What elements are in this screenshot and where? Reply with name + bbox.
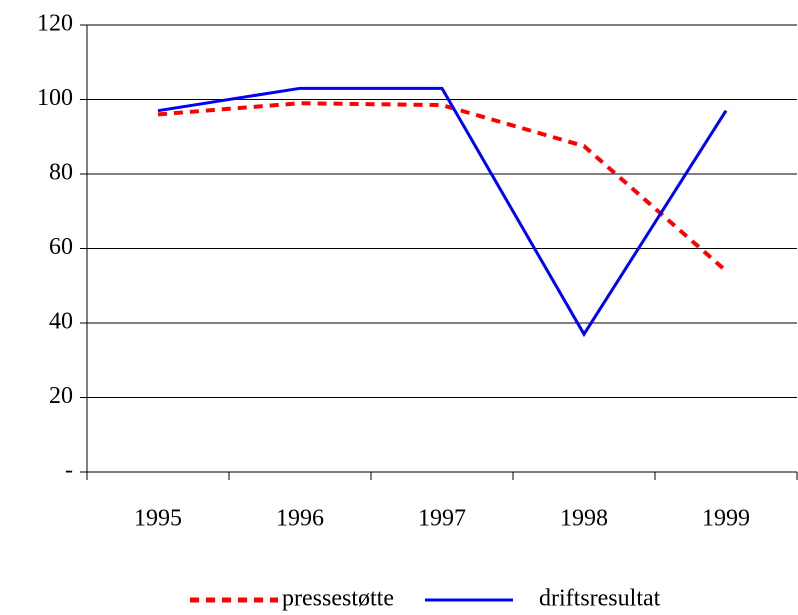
y-tick-label: 120 [37,11,73,37]
x-tick-label: 1999 [702,506,750,532]
x-tick-label: 1995 [134,506,182,532]
y-tick-label: 80 [49,160,73,186]
y-tick-label: 20 [49,383,73,409]
series-line [157,86,728,338]
legend-label: pressestøtte [282,586,394,612]
y-tick-label: - [65,458,73,484]
y-tick-label: 60 [49,234,73,260]
legend-label: driftsresultat [539,586,661,612]
y-tick-label: 100 [37,85,73,111]
y-tick-label: 40 [49,309,73,335]
x-tick-label: 1996 [276,506,324,532]
x-tick-label: 1997 [418,506,466,532]
x-tick-label: 1998 [560,506,608,532]
